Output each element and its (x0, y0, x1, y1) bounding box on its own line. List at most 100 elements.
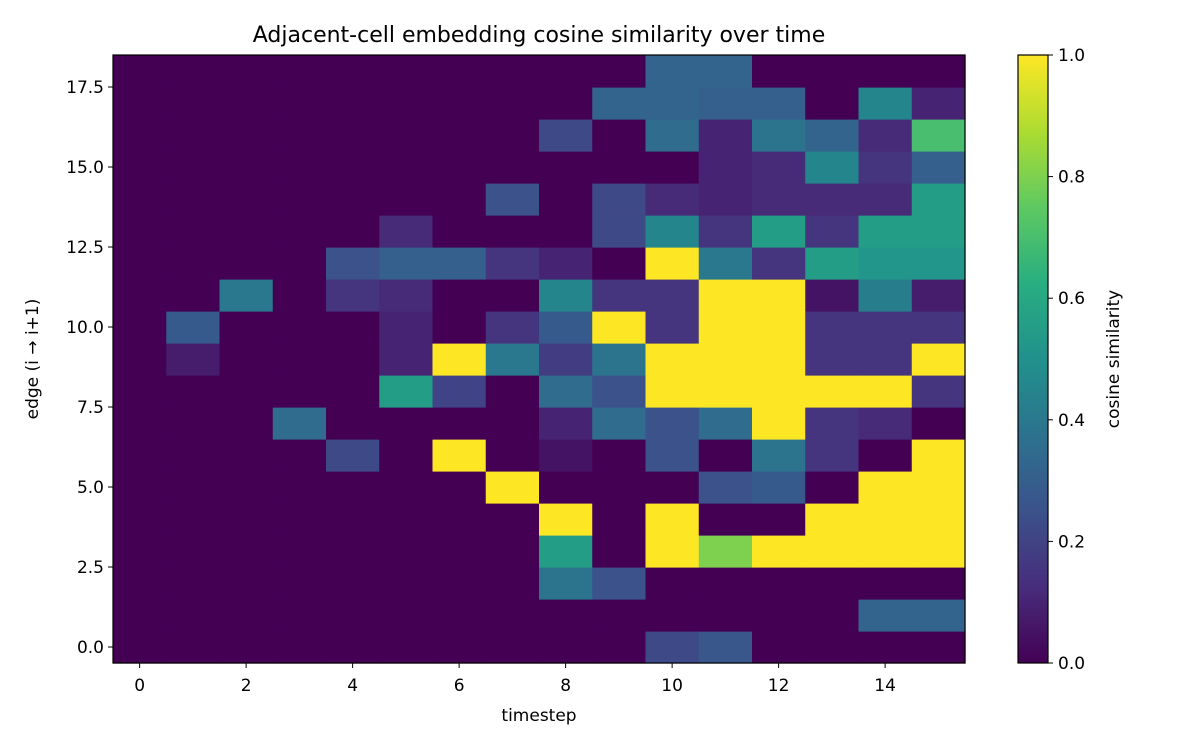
heatmap-cell (166, 215, 221, 248)
colorbar-tick-label: 0.8 (1058, 168, 1085, 188)
heatmap-cell (326, 279, 380, 312)
heatmap-cell (752, 343, 806, 376)
heatmap-cell (592, 439, 647, 472)
heatmap-cell (272, 87, 327, 120)
heatmap-cell (166, 407, 221, 440)
heatmap-cell (858, 87, 913, 120)
colorbar-tick-label: 0.6 (1058, 289, 1085, 309)
heatmap-cell (113, 215, 167, 248)
heatmap-cell (911, 119, 966, 152)
heatmap-cell (858, 407, 913, 440)
plot-frame (112, 54, 966, 664)
heatmap-cell (432, 599, 487, 632)
heatmap-cell (645, 215, 700, 248)
heatmap-cell (698, 407, 753, 440)
heatmap-cell (485, 215, 540, 248)
heatmap-cell (113, 503, 167, 536)
heatmap-cell (805, 215, 860, 248)
heatmap-cell (645, 279, 700, 312)
heatmap-cell (166, 375, 221, 408)
heatmap-cell (272, 151, 327, 184)
heatmap-cell (113, 183, 167, 216)
x-tick-label: 10 (661, 676, 683, 696)
heatmap-cell (752, 439, 806, 472)
heatmap-cell (432, 183, 487, 216)
heatmap-cell (645, 471, 700, 504)
chart-title: Adjacent-cell embedding cosine similarit… (253, 23, 825, 48)
heatmap-cell (272, 535, 327, 568)
heatmap-cell (485, 503, 540, 536)
heatmap-cell (485, 567, 540, 600)
heatmap-cell (752, 503, 806, 536)
heatmap-cell (219, 631, 274, 664)
heatmap-cell (272, 183, 327, 216)
heatmap-cell (113, 599, 167, 632)
colorbar-ticks: 0.0 0.2 0.4 0.6 0.8 1.0 (1048, 46, 1085, 674)
heatmap-cell (432, 439, 487, 472)
heatmap-cell (858, 567, 913, 600)
heatmap-cell (113, 375, 167, 408)
heatmap-cell (645, 439, 700, 472)
heatmap-cell (592, 87, 647, 120)
heatmap-cell (432, 375, 487, 408)
heatmap-cell (911, 439, 966, 472)
heatmap-cell (485, 151, 540, 184)
y-tick-label: 17.5 (66, 78, 104, 98)
heatmap-cell (539, 55, 593, 88)
heatmap-cell (219, 279, 274, 312)
heatmap-cell (805, 247, 860, 280)
heatmap-cell (592, 471, 647, 504)
heatmap-cell (911, 375, 966, 408)
heatmap-cell (219, 535, 274, 568)
colorbar-tick-label: 0.4 (1058, 411, 1085, 431)
heatmap-cell (219, 151, 274, 184)
heatmap-cell (858, 439, 913, 472)
heatmap-cell (113, 407, 167, 440)
heatmap-cell (698, 119, 753, 152)
heatmap-cell (858, 599, 913, 632)
heatmap-cell (752, 247, 806, 280)
heatmap-cell (698, 87, 753, 120)
heatmap-cell (698, 279, 753, 312)
heatmap-cell (379, 535, 434, 568)
heatmap-cell (379, 439, 434, 472)
heatmap-cell (485, 279, 540, 312)
heatmap-cell (326, 183, 380, 216)
heatmap-cell (645, 503, 700, 536)
heatmap-cell (911, 407, 966, 440)
heatmap-cell (592, 247, 647, 280)
heatmap-cell (379, 631, 434, 664)
heatmap-cell (539, 151, 593, 184)
heatmap-cell (326, 343, 380, 376)
heatmap-cell (911, 279, 966, 312)
heatmap-cell (592, 567, 647, 600)
heatmap-cell (805, 119, 860, 152)
heatmap-cell (539, 343, 593, 376)
heatmap-cell (645, 87, 700, 120)
heatmap-cell (911, 151, 966, 184)
heatmap-cell (805, 183, 860, 216)
heatmap-cell (805, 151, 860, 184)
heatmap-cell (539, 439, 593, 472)
heatmap-cell (432, 535, 487, 568)
heatmap-cell (698, 631, 753, 664)
x-tick-label: 2 (241, 676, 252, 696)
heatmap-cell (592, 599, 647, 632)
heatmap-cell (752, 375, 806, 408)
heatmap-cell (805, 407, 860, 440)
heatmap-cell (911, 183, 966, 216)
heatmap-cell (805, 311, 860, 344)
heatmap-cell (752, 151, 806, 184)
heatmap-cell (432, 119, 487, 152)
heatmap-cell (698, 599, 753, 632)
heatmap-cell (432, 567, 487, 600)
heatmap-cell (326, 87, 380, 120)
heatmap-cell (326, 375, 380, 408)
x-tick-label: 8 (560, 676, 571, 696)
y-tick-label: 2.5 (77, 558, 104, 578)
heatmap-cell (485, 375, 540, 408)
heatmap-cell (805, 535, 860, 568)
heatmap-cell (219, 375, 274, 408)
heatmap-cell (911, 599, 966, 632)
heatmap-cell (539, 87, 593, 120)
